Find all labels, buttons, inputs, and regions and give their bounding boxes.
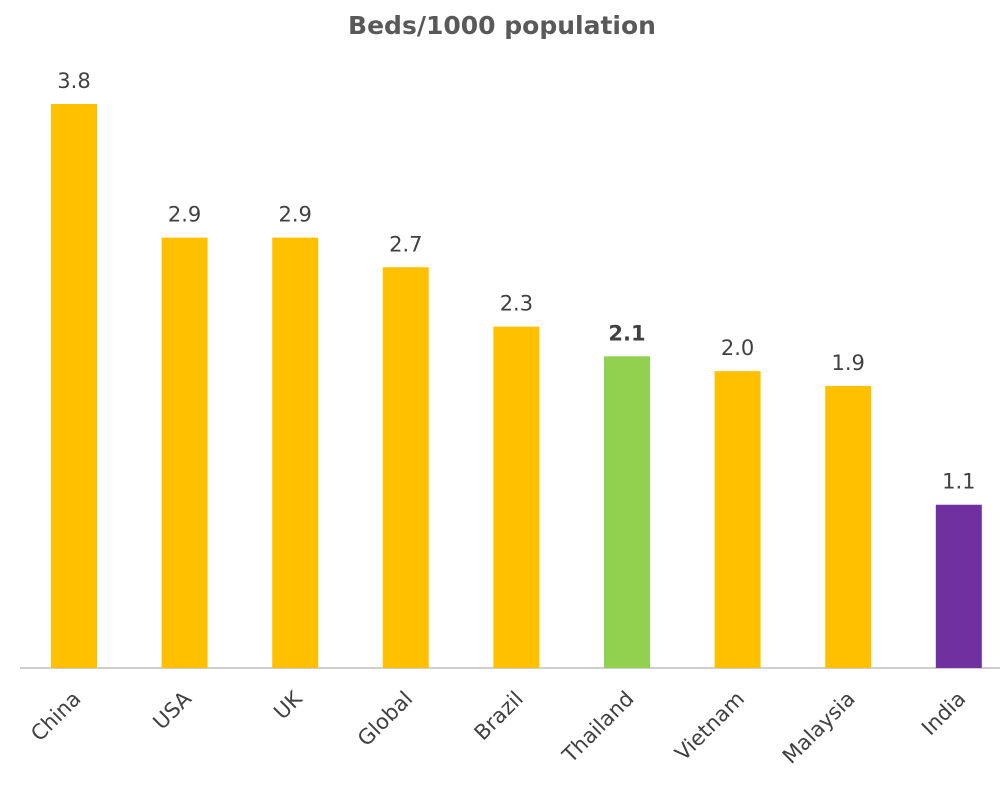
value-label: 1.9	[831, 351, 864, 375]
value-label: 3.8	[57, 69, 90, 93]
bar	[272, 237, 319, 668]
chart-title: Beds/1000 population	[348, 11, 656, 40]
x-tick-label: China	[26, 687, 85, 746]
x-tick-label: Brazil	[470, 687, 528, 745]
bar	[51, 104, 97, 668]
x-tick-label: Thailand	[557, 687, 638, 768]
value-label: 2.1	[608, 321, 645, 345]
value-label: 2.7	[389, 232, 422, 256]
bar	[382, 267, 429, 668]
x-tick-label: Global	[353, 687, 417, 751]
bar	[825, 386, 872, 668]
x-tick-label: USA	[148, 686, 196, 734]
x-tick-label: UK	[269, 686, 307, 724]
value-label: 2.9	[278, 203, 311, 227]
x-tick-label: Vietnam	[670, 687, 749, 766]
x-tick-label: Malaysia	[778, 687, 860, 769]
bar	[161, 237, 208, 668]
bar	[604, 356, 650, 668]
bar	[714, 371, 761, 668]
value-label: 1.1	[942, 470, 975, 494]
bar	[935, 504, 982, 668]
bar	[493, 326, 540, 668]
x-tick-label: India	[917, 687, 970, 740]
value-label: 2.9	[168, 203, 201, 227]
value-label: 2.3	[500, 292, 533, 316]
value-label: 2.0	[721, 336, 754, 360]
